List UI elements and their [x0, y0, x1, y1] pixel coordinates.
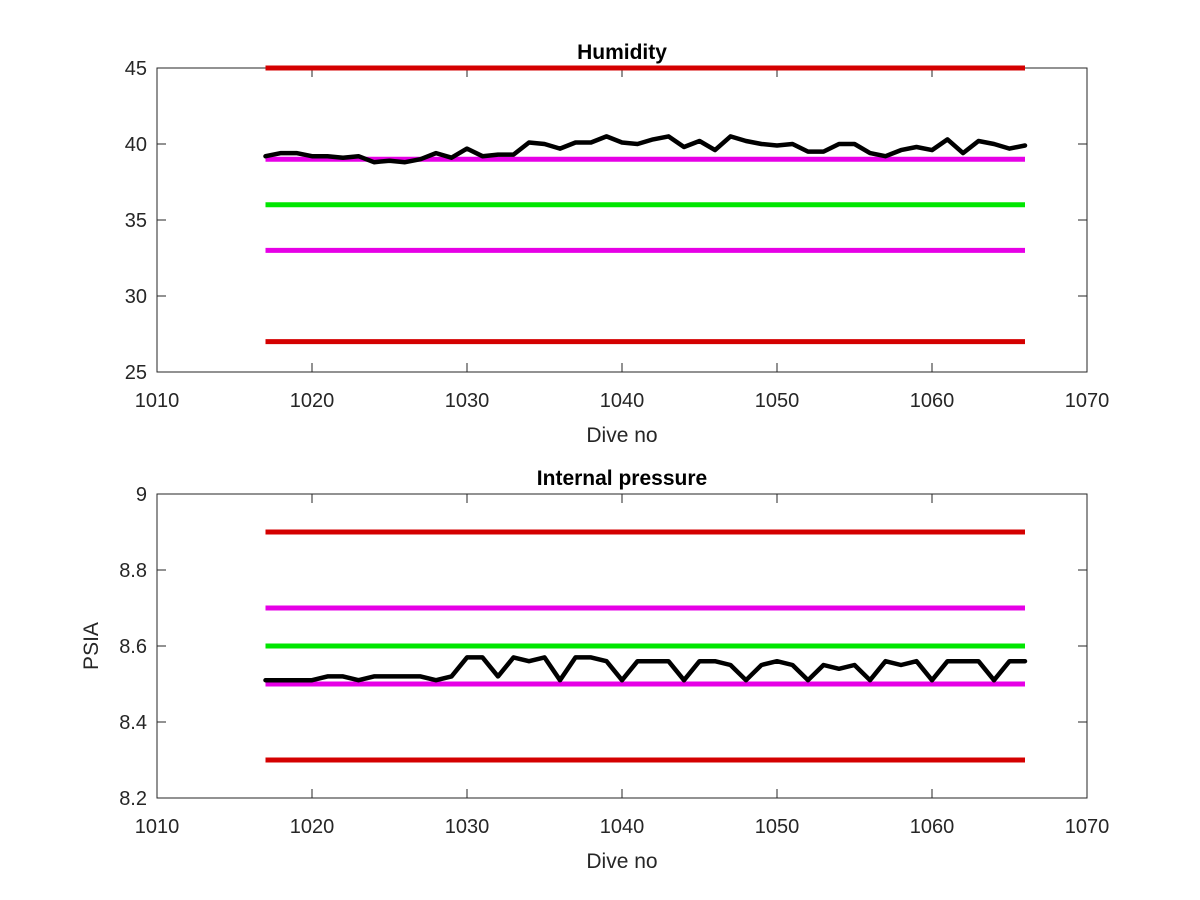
humidity-ytick-label: 30 [125, 286, 147, 308]
humidity-ytick-label: 35 [125, 210, 147, 232]
pressure-ylabel: PSIA [80, 622, 103, 670]
humidity-series-line [263, 134, 1028, 165]
pressure-series-line [263, 655, 1028, 683]
pressure-ytick-label: 8.2 [119, 788, 147, 810]
humidity-xlabel: Dive no [586, 424, 657, 447]
humidity-ytick-label: 45 [125, 58, 147, 80]
humidity-xtick-label: 1030 [445, 390, 490, 412]
humidity-xtick-label: 1050 [755, 390, 800, 412]
pressure-title: Internal pressure [537, 467, 707, 490]
humidity-xtick-label: 1040 [600, 390, 645, 412]
pressure-ytick-label: 9 [136, 484, 147, 506]
pressure-xtick-label: 1030 [445, 816, 490, 838]
pressure-xtick-label: 1070 [1065, 816, 1110, 838]
humidity-xtick-label: 1020 [290, 390, 335, 412]
humidity-ytick-label: 25 [125, 362, 147, 384]
pressure-panel: 1010 1020 1030 1040 1050 1060 1070 8.2 8.4 8.6 8.8… [80, 467, 1109, 873]
pressure-ytick-label: 8.4 [119, 712, 147, 734]
pressure-xlabel: Dive no [586, 850, 657, 873]
humidity-title: Humidity [577, 41, 667, 64]
pressure-ytick-label: 8.6 [119, 636, 147, 658]
humidity-xtick-label: 1010 [135, 390, 180, 412]
pressure-xtick-label: 1050 [755, 816, 800, 838]
humidity-panel: 1010 1020 1030 1040 1050 1060 1070 25 30 35 40 45 Hu… [125, 41, 1110, 447]
humidity-xtick-label: 1070 [1065, 390, 1110, 412]
humidity-xtick-label: 1060 [910, 390, 955, 412]
pressure-xtick-label: 1040 [600, 816, 645, 838]
pressure-xtick-label: 1060 [910, 816, 955, 838]
pressure-xtick-label: 1020 [290, 816, 335, 838]
pressure-ytick-label: 8.8 [119, 560, 147, 582]
pressure-xtick-label: 1010 [135, 816, 180, 838]
humidity-axes-box [156, 67, 1088, 373]
humidity-ytick-label: 40 [125, 134, 147, 156]
